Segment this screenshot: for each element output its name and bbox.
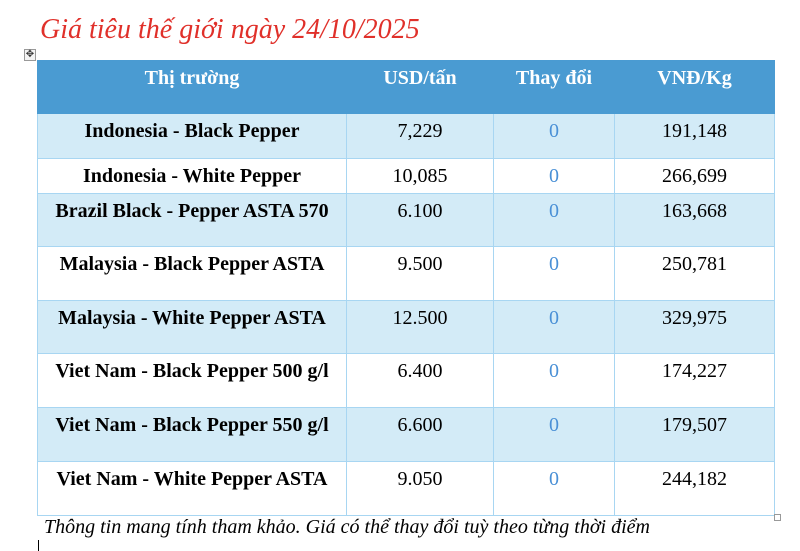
market-cell: Viet Nam - White Pepper ASTA (37, 461, 347, 516)
disclaimer-note: Thông tin mang tính tham khảo. Giá có th… (44, 516, 650, 538)
change-cell: 0 (493, 113, 615, 159)
header-usd: USD/tấn (346, 60, 494, 114)
usd-cell: 9.050 (346, 461, 494, 516)
vnd-cell: 191,148 (614, 113, 775, 159)
usd-cell: 10,085 (346, 158, 494, 194)
market-cell: Indonesia - Black Pepper (37, 113, 347, 159)
usd-cell: 12.500 (346, 300, 494, 354)
table-resize-handle[interactable] (774, 514, 781, 521)
vnd-cell: 266,699 (614, 158, 775, 194)
change-cell: 0 (493, 300, 615, 354)
header-vnd: VNĐ/Kg (614, 60, 775, 114)
vnd-cell: 174,227 (614, 353, 775, 408)
table-header-row: Thị trường USD/tấn Thay đổi VNĐ/Kg (37, 60, 775, 114)
table-row: Malaysia - White Pepper ASTA 12.500 0 329,9… (37, 300, 775, 354)
market-cell: Malaysia - White Pepper ASTA (37, 300, 347, 354)
usd-cell: 9.500 (346, 246, 494, 301)
change-cell: 0 (493, 407, 615, 462)
change-cell: 0 (493, 193, 615, 247)
header-change: Thay đổi (493, 60, 615, 114)
usd-cell: 6.600 (346, 407, 494, 462)
change-cell: 0 (493, 461, 615, 516)
table-row: Viet Nam - Black Pepper 550 g/l 6.600 0 179… (37, 407, 775, 462)
change-cell: 0 (493, 353, 615, 408)
table-row: Indonesia - White Pepper 10,085 0 266,699 (37, 158, 775, 194)
market-cell: Malaysia - Black Pepper ASTA (37, 246, 347, 301)
usd-cell: 6.100 (346, 193, 494, 247)
header-market: Thị trường (37, 60, 347, 114)
vnd-cell: 250,781 (614, 246, 775, 301)
market-cell: Viet Nam - Black Pepper 550 g/l (37, 407, 347, 462)
pepper-price-table: Thị trường USD/tấn Thay đổi VNĐ/Kg Indon… (37, 60, 775, 516)
document-title: Giá tiêu thế giới ngày 24/10/2025 (40, 14, 420, 45)
vnd-cell: 329,975 (614, 300, 775, 354)
market-cell: Brazil Black - Pepper ASTA 570 (37, 193, 347, 247)
text-cursor (38, 540, 39, 551)
table-row: Malaysia - Black Pepper ASTA 9.500 0 250,78… (37, 246, 775, 301)
vnd-cell: 244,182 (614, 461, 775, 516)
table-move-handle-icon[interactable]: ✥ (24, 49, 36, 61)
market-cell: Indonesia - White Pepper (37, 158, 347, 194)
usd-cell: 6.400 (346, 353, 494, 408)
vnd-cell: 163,668 (614, 193, 775, 247)
change-cell: 0 (493, 158, 615, 194)
table-row: Viet Nam - White Pepper ASTA 9.050 0 244,18… (37, 461, 775, 516)
usd-cell: 7,229 (346, 113, 494, 159)
change-cell: 0 (493, 246, 615, 301)
table-row: Brazil Black - Pepper ASTA 570 6.100 0 163,… (37, 193, 775, 247)
table-row: Indonesia - Black Pepper 7,229 0 191,148 (37, 113, 775, 159)
vnd-cell: 179,507 (614, 407, 775, 462)
market-cell: Viet Nam - Black Pepper 500 g/l (37, 353, 347, 408)
table-row: Viet Nam - Black Pepper 500 g/l 6.400 0 174… (37, 353, 775, 408)
